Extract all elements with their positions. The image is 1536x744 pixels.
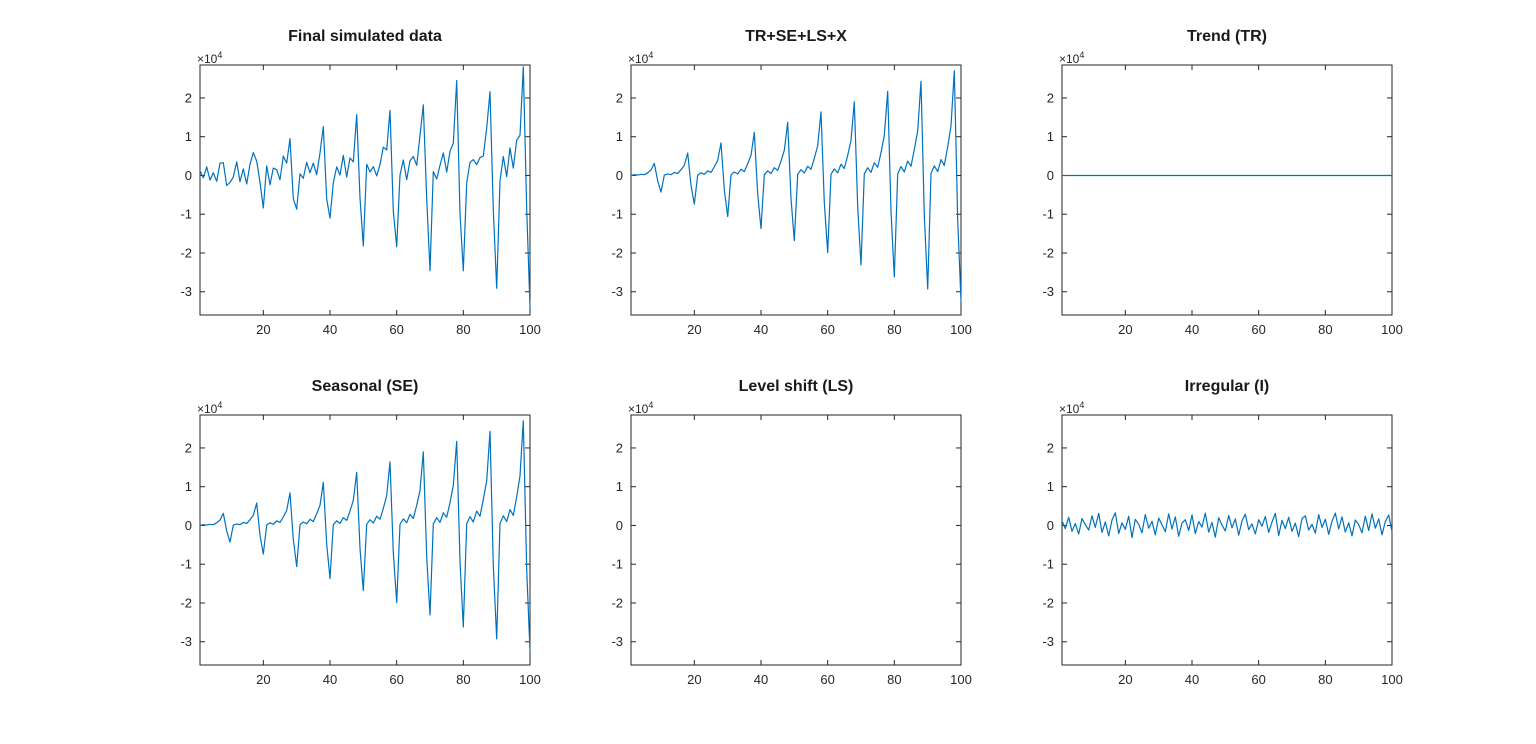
svg-text:-3: -3	[611, 284, 623, 299]
svg-text:-2: -2	[611, 245, 623, 260]
subplot-seasonal: Seasonal (SE) ×104 20 40 60 80 100 -3 -2 -1 0 1 2	[155, 370, 545, 720]
svg-text:0: 0	[1047, 518, 1054, 533]
svg-text:20: 20	[256, 322, 270, 337]
svg-text:1: 1	[616, 129, 623, 144]
svg-text:0: 0	[185, 518, 192, 533]
svg-text:80: 80	[1318, 672, 1332, 687]
svg-text:0: 0	[616, 168, 623, 183]
svg-text:-3: -3	[180, 634, 192, 649]
svg-text:60: 60	[389, 322, 403, 337]
svg-text:60: 60	[1251, 672, 1265, 687]
svg-text:-2: -2	[180, 245, 192, 260]
svg-text:40: 40	[754, 672, 768, 687]
svg-text:80: 80	[456, 672, 470, 687]
svg-text:80: 80	[456, 322, 470, 337]
svg-text:40: 40	[323, 672, 337, 687]
svg-text:2: 2	[185, 90, 192, 105]
svg-text:1: 1	[616, 479, 623, 494]
plot-axes: 20 40 60 80 100 -3 -2 -1 0 1 2	[180, 414, 541, 687]
subplot-trend: Trend (TR) ×104 20 40 60 80 100 -3 -2 -1 0 1 2	[1017, 20, 1407, 370]
subplot-title: Final simulated data	[288, 28, 442, 45]
y-axis-exponent-label: ×104	[628, 400, 654, 416]
plot-axes: 20 40 60 80 100 -3 -2 -1 0 1 2	[611, 64, 972, 337]
svg-text:20: 20	[256, 672, 270, 687]
svg-text:2: 2	[616, 90, 623, 105]
svg-text:2: 2	[1047, 440, 1054, 455]
svg-text:60: 60	[820, 322, 834, 337]
svg-text:-2: -2	[180, 595, 192, 610]
svg-text:-3: -3	[1042, 634, 1054, 649]
svg-text:-1: -1	[611, 207, 623, 222]
plot-axes: 20 40 60 80 100 -3 -2 -1 0 1 2	[611, 414, 972, 687]
svg-text:0: 0	[185, 168, 192, 183]
svg-text:1: 1	[1047, 129, 1054, 144]
subplot-title: Irregular (I)	[1184, 378, 1270, 395]
svg-text:60: 60	[1251, 322, 1265, 337]
svg-text:40: 40	[1185, 322, 1199, 337]
svg-text:60: 60	[820, 672, 834, 687]
svg-text:100: 100	[950, 672, 972, 687]
svg-text:40: 40	[1185, 672, 1199, 687]
svg-text:100: 100	[519, 322, 541, 337]
y-axis-exponent-label: ×104	[1059, 50, 1085, 66]
svg-text:100: 100	[950, 322, 972, 337]
svg-text:40: 40	[323, 322, 337, 337]
svg-text:2: 2	[1047, 90, 1054, 105]
svg-text:20: 20	[687, 672, 701, 687]
y-axis-exponent-label: ×104	[628, 50, 654, 66]
svg-text:0: 0	[1047, 168, 1054, 183]
svg-text:-2: -2	[1042, 245, 1054, 260]
svg-text:-1: -1	[180, 207, 192, 222]
svg-text:20: 20	[687, 322, 701, 337]
svg-text:100: 100	[1381, 672, 1403, 687]
subplot-title: Trend (TR)	[1187, 28, 1267, 45]
svg-text:100: 100	[519, 672, 541, 687]
svg-text:100: 100	[1381, 322, 1403, 337]
svg-text:1: 1	[1047, 479, 1054, 494]
subplot-final-simulated-data: Final simulated data ×104 20 40 60 80 100 -3-…	[155, 20, 545, 370]
svg-text:80: 80	[887, 322, 901, 337]
y-axis-exponent-label: ×104	[1059, 400, 1085, 416]
svg-text:-2: -2	[1042, 595, 1054, 610]
svg-text:20: 20	[1118, 672, 1132, 687]
svg-text:-3: -3	[611, 634, 623, 649]
subplot-title: Level shift (LS)	[738, 378, 854, 395]
subplot-level-shift: Level shift (LS) ×104 20 40 60 80 100 -3 -2 -1 0…	[586, 370, 976, 720]
subplot-tr-se-ls-x: TR+SE+LS+X ×104 20 40 60 80 100 -3 -2 -1 0 1 2	[586, 20, 976, 370]
svg-text:60: 60	[389, 672, 403, 687]
plot-axes: 20 40 60 80 100 -3 -2 -1 0 1 2	[1042, 64, 1403, 337]
svg-text:-1: -1	[1042, 557, 1054, 572]
svg-text:20: 20	[1118, 322, 1132, 337]
svg-text:-2: -2	[611, 595, 623, 610]
svg-text:-1: -1	[611, 557, 623, 572]
svg-text:-3: -3	[180, 284, 192, 299]
plot-axes: 20 40 60 80 100 -3 -2 -1 0 1 2	[180, 64, 541, 337]
svg-text:2: 2	[616, 440, 623, 455]
svg-text:1: 1	[185, 129, 192, 144]
y-axis-exponent-label: ×104	[197, 50, 223, 66]
svg-text:0: 0	[616, 518, 623, 533]
svg-text:80: 80	[1318, 322, 1332, 337]
subplot-irregular: Irregular (I) ×104 20 40 60 80 100 -3 -2 -1 0 1 2	[1017, 370, 1407, 720]
subplot-title: Seasonal (SE)	[311, 378, 419, 395]
svg-text:-3: -3	[1042, 284, 1054, 299]
svg-text:2: 2	[185, 440, 192, 455]
svg-text:-1: -1	[180, 557, 192, 572]
plot-axes: 20 40 60 80 100 -3 -2 -1 0 1 2	[1042, 414, 1403, 687]
svg-text:-1: -1	[1042, 207, 1054, 222]
svg-text:40: 40	[754, 322, 768, 337]
y-axis-exponent-label: ×104	[197, 400, 223, 416]
subplot-title: TR+SE+LS+X	[745, 28, 847, 45]
svg-text:80: 80	[887, 672, 901, 687]
svg-text:1: 1	[185, 479, 192, 494]
